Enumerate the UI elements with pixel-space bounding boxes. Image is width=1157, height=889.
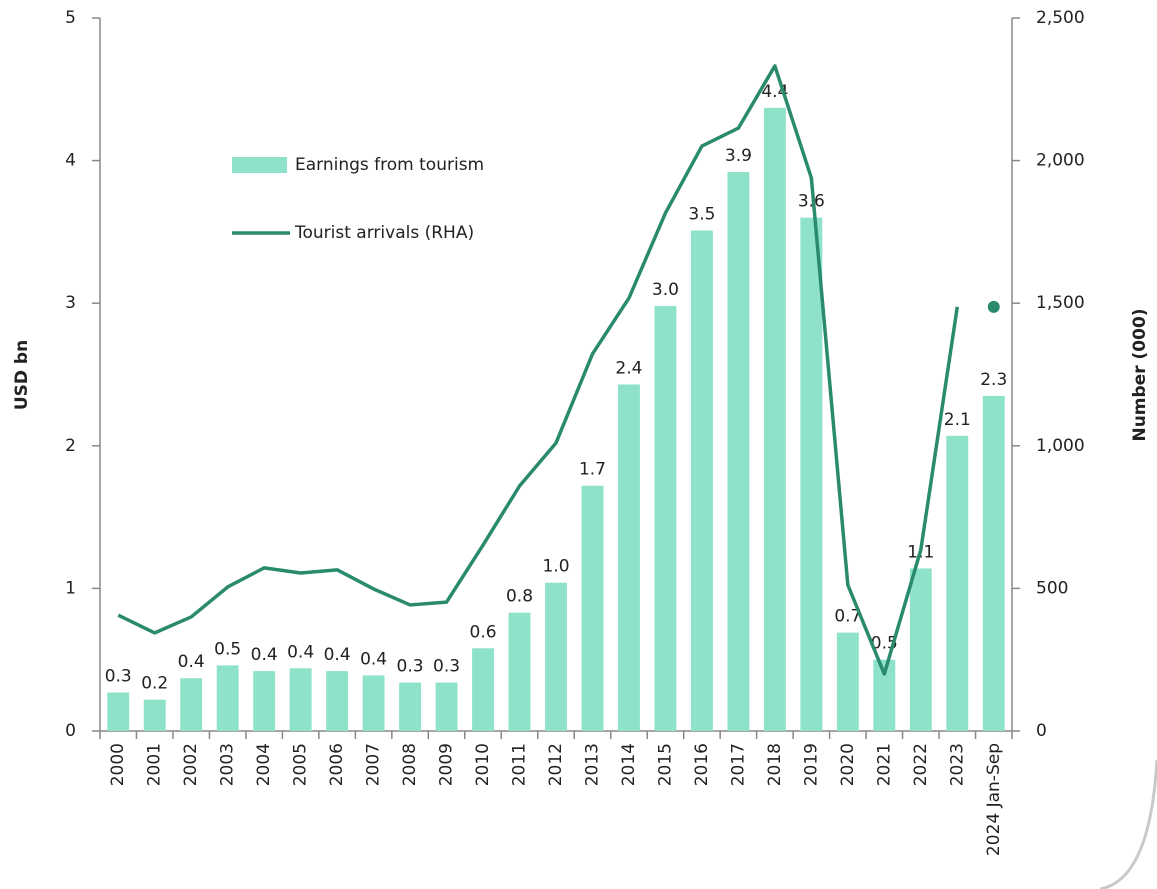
x-tick-label: 2014: [619, 743, 639, 786]
y-tick-label: 3: [65, 293, 76, 313]
data-label: 0.2: [141, 674, 168, 694]
x-tick-label: 2021: [874, 743, 894, 786]
bar: [654, 306, 677, 731]
bar: [727, 172, 750, 731]
x-tick-label: 2023: [947, 743, 967, 786]
y-axis-label: USD bn: [12, 340, 32, 410]
y2-tick-label: 2,000: [1036, 151, 1085, 171]
bar: [909, 568, 932, 731]
data-label: 0.4: [360, 649, 387, 669]
y-tick-label: 0: [65, 721, 76, 741]
x-tick-label: 2013: [582, 743, 602, 786]
panel-corner: [1099, 759, 1157, 889]
bar: [253, 671, 276, 731]
x-tick-label: 2008: [400, 743, 420, 786]
data-label: 2.4: [615, 358, 642, 378]
bar: [326, 671, 349, 731]
legend-label: Tourist arrivals (RHA): [294, 223, 474, 243]
x-tick-label: 2006: [327, 743, 347, 786]
x-tick-label: 2010: [473, 743, 493, 786]
bar: [399, 682, 422, 731]
y-tick-label: 2: [65, 436, 76, 456]
data-label: 0.5: [214, 639, 241, 659]
bar: [508, 612, 531, 731]
data-label: 3.0: [652, 280, 679, 300]
data-label: 0.4: [251, 645, 278, 665]
x-tick-label: 2005: [291, 743, 311, 786]
y2-tick-label: 1,500: [1036, 293, 1085, 313]
bar: [180, 678, 203, 731]
data-label: 0.8: [506, 587, 533, 607]
x-tick-label: 2024 Jan-Sep: [984, 743, 1004, 856]
bar: [800, 217, 823, 731]
data-label: 0.4: [324, 645, 351, 665]
x-tick-label: 2020: [838, 743, 858, 786]
x-tick-label: 2002: [181, 743, 201, 786]
data-label: 0.7: [834, 607, 861, 627]
x-tick-label: 2003: [218, 743, 238, 786]
data-label: 0.3: [105, 666, 132, 686]
bar: [545, 582, 567, 731]
x-tick-label: 2011: [510, 743, 530, 786]
bar: [216, 665, 239, 731]
bar: [836, 632, 859, 731]
x-tick-label: 2007: [364, 743, 384, 786]
bar: [618, 384, 640, 731]
y2-tick-label: 1,000: [1036, 436, 1085, 456]
data-label: 3.9: [725, 146, 752, 166]
bar: [289, 668, 312, 731]
data-label: 1.0: [542, 557, 569, 577]
data-label: 2.3: [980, 370, 1007, 390]
bar: [690, 230, 713, 731]
bar: [472, 648, 494, 731]
data-label: 1.7: [579, 460, 606, 480]
y2-axis-label: Number (000): [1130, 308, 1150, 441]
point: [987, 300, 1000, 313]
legend-label: Earnings from tourism: [295, 155, 484, 175]
bar: [143, 699, 166, 731]
bar: [763, 107, 786, 731]
bar: [982, 395, 1005, 731]
x-tick-label: 2001: [145, 743, 165, 786]
x-tick-label: 2022: [911, 743, 931, 786]
data-label: 0.6: [470, 622, 497, 642]
bar: [107, 692, 130, 731]
y-tick-label: 1: [65, 578, 76, 598]
x-tick-label: 2019: [801, 743, 821, 786]
x-tick-label: 2017: [728, 743, 748, 786]
x-tick-label: 2018: [765, 743, 785, 786]
x-tick-label: 2004: [254, 743, 274, 786]
x-tick-label: 2012: [546, 743, 566, 786]
y2-tick-label: 500: [1036, 578, 1068, 598]
x-tick-label: 2016: [692, 743, 712, 786]
data-label: 0.4: [287, 642, 314, 662]
legend-swatch: [232, 157, 287, 173]
data-label: 3.5: [688, 204, 715, 224]
data-label: 0.3: [397, 657, 424, 677]
x-tick-label: 2000: [108, 743, 128, 786]
y-tick-label: 5: [65, 8, 76, 28]
line: [117, 64, 960, 676]
bar: [581, 485, 604, 731]
y2-tick-label: 2,500: [1036, 8, 1085, 28]
x-tick-label: 2015: [655, 743, 675, 786]
y-tick-label: 4: [65, 151, 76, 171]
bar: [873, 659, 896, 731]
data-label: 0.3: [433, 657, 460, 677]
x-tick-label: 2009: [437, 743, 457, 786]
y2-tick-label: 0: [1036, 721, 1047, 741]
data-label: 3.6: [798, 192, 825, 212]
bar: [362, 675, 385, 731]
bar: [946, 435, 969, 731]
data-label: 0.4: [178, 652, 205, 672]
data-label: 2.1: [944, 410, 971, 430]
bar: [435, 682, 458, 731]
